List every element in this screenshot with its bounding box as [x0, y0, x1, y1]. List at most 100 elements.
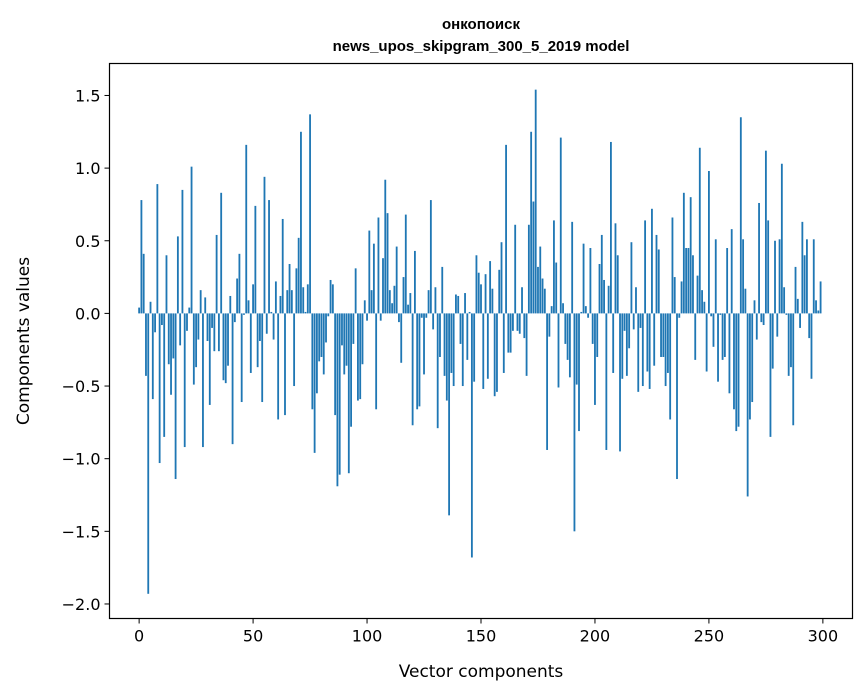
bar-38: [224, 313, 227, 384]
bar-183: [555, 262, 558, 314]
bar-144: [466, 313, 469, 360]
bar-166: [516, 313, 519, 331]
bar-98: [361, 313, 364, 365]
bar-42: [233, 313, 236, 323]
bar-69: [295, 268, 298, 314]
bar-43: [236, 278, 239, 314]
bar-287: [792, 313, 795, 426]
bar-55: [263, 176, 266, 314]
bar-248: [703, 301, 706, 314]
bar-296: [812, 239, 815, 314]
bar-116: [402, 277, 405, 314]
chart-subtitle: news_upos_skipgram_300_5_2019 model: [333, 38, 630, 55]
bar-213: [623, 313, 626, 331]
bar-180: [548, 313, 551, 337]
x-axis-label: Vector components: [399, 662, 564, 682]
bar-88: [338, 313, 341, 475]
bar-256: [721, 313, 724, 360]
bar-136: [448, 313, 451, 516]
bar-238: [680, 281, 683, 314]
bar-65: [286, 290, 289, 314]
bar-175: [537, 266, 539, 314]
x-tick-label: 300: [808, 627, 839, 646]
bar-85: [331, 284, 334, 314]
bar-132: [439, 313, 441, 357]
bar-198: [589, 248, 592, 314]
bar-222: [644, 220, 647, 314]
bar-23: [190, 166, 193, 314]
bar-206: [607, 285, 610, 314]
bar-141: [459, 313, 462, 344]
bar-242: [689, 197, 692, 314]
bar-127: [427, 290, 430, 314]
bar-244: [694, 313, 697, 360]
bar-103: [372, 243, 375, 314]
bar-52: [256, 313, 259, 368]
bar-191: [573, 313, 576, 532]
bar-181: [550, 306, 553, 314]
bar-13: [167, 313, 170, 365]
bar-298: [817, 310, 820, 314]
bar-115: [400, 313, 403, 363]
bar-217: [632, 313, 635, 330]
bar-82: [325, 313, 327, 343]
bar-249: [705, 313, 708, 372]
bar-121: [413, 250, 416, 314]
bar-170: [525, 313, 528, 376]
bar-211: [619, 313, 621, 452]
bar-299: [819, 281, 822, 314]
bar-254: [717, 313, 719, 382]
bar-291: [801, 221, 804, 314]
bar-214: [625, 313, 628, 376]
bar-41: [231, 313, 234, 445]
bar-120: [411, 313, 414, 426]
axes-frame: [108, 62, 854, 620]
bar-276: [767, 220, 770, 314]
bar-231: [664, 313, 667, 387]
bar-190: [571, 221, 574, 314]
bar-201: [596, 313, 599, 357]
bar-50: [252, 284, 254, 314]
bar-155: [491, 288, 494, 314]
bar-36: [220, 192, 223, 314]
bar-109: [386, 213, 389, 314]
bar-294: [808, 313, 811, 339]
bar-266: [744, 288, 747, 314]
bar-134: [443, 313, 446, 376]
bar-46: [243, 313, 245, 315]
bar-95: [354, 268, 357, 314]
bar-105: [377, 217, 380, 314]
bar-277: [769, 313, 772, 437]
bar-148: [475, 255, 478, 314]
bar-236: [676, 313, 678, 480]
bar-25: [195, 313, 198, 368]
bar-62: [279, 295, 282, 314]
bar-28: [202, 313, 204, 448]
bar-11: [163, 313, 166, 437]
bar-0: [138, 307, 141, 314]
bars-group: [138, 89, 822, 594]
bar-288: [794, 266, 797, 314]
bar-60: [274, 281, 277, 314]
bar-9: [158, 313, 161, 464]
x-axis-ticks: 0 50 100 150 200 250 300: [134, 618, 839, 646]
bar-167: [518, 313, 521, 334]
bar-270: [753, 300, 756, 314]
bar-240: [685, 248, 688, 314]
bar-149: [477, 272, 480, 314]
bar-275: [764, 150, 767, 314]
bar-12: [165, 255, 168, 314]
bar-94: [352, 313, 355, 344]
bar-219: [637, 313, 640, 392]
bar-44: [238, 253, 241, 314]
bar-86: [334, 313, 337, 416]
bar-153: [486, 313, 489, 379]
bar-21: [186, 313, 188, 331]
bar-80: [320, 313, 323, 357]
y-tick-label: −1.5: [62, 522, 101, 541]
bar-293: [806, 239, 808, 314]
bar-272: [758, 202, 760, 314]
bar-130: [434, 287, 437, 314]
bar-143: [464, 293, 466, 314]
